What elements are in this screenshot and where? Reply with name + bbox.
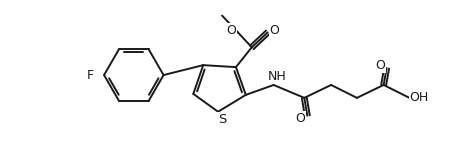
Text: O: O <box>295 112 305 125</box>
Text: O: O <box>374 59 384 72</box>
Text: OH: OH <box>409 91 428 104</box>
Text: O: O <box>226 24 235 37</box>
Text: NH: NH <box>268 69 286 83</box>
Text: S: S <box>217 113 226 126</box>
Text: O: O <box>269 24 279 37</box>
Text: F: F <box>86 69 94 81</box>
